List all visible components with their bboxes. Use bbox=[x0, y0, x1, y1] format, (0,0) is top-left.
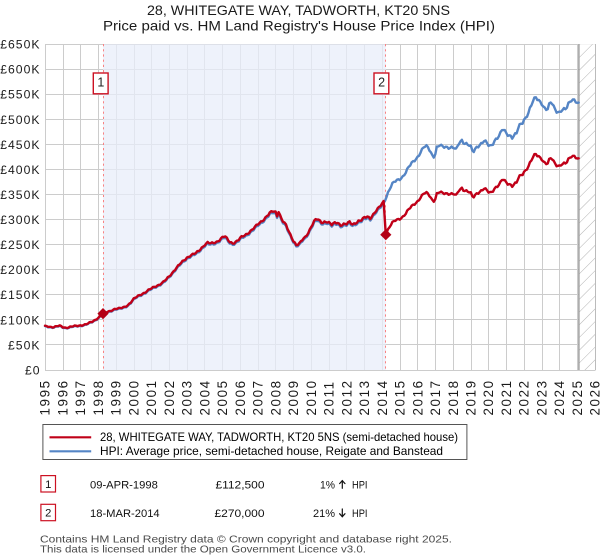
svg-text:£400K: £400K bbox=[0, 163, 40, 177]
svg-text:2005: 2005 bbox=[215, 379, 230, 415]
svg-text:£100K: £100K bbox=[0, 313, 40, 327]
svg-text:HPI: HPI bbox=[352, 480, 368, 492]
svg-text:2014: 2014 bbox=[375, 379, 390, 415]
svg-text:2008: 2008 bbox=[268, 379, 283, 415]
svg-text:1998: 1998 bbox=[91, 379, 106, 415]
svg-text:2020: 2020 bbox=[481, 379, 496, 415]
svg-text:2023: 2023 bbox=[535, 379, 550, 415]
svg-text:18-MAR-2014: 18-MAR-2014 bbox=[90, 508, 160, 520]
svg-text:£450K: £450K bbox=[0, 138, 40, 152]
svg-text:2016: 2016 bbox=[410, 379, 425, 415]
svg-text:£270,000: £270,000 bbox=[215, 508, 265, 520]
svg-text:2001: 2001 bbox=[144, 379, 159, 415]
svg-text:2011: 2011 bbox=[322, 380, 337, 415]
svg-text:£250K: £250K bbox=[0, 238, 40, 252]
svg-text:Price paid vs. HM Land Registr: Price paid vs. HM Land Registry's House … bbox=[103, 19, 495, 34]
svg-text:28, WHITEGATE WAY, TADWORTH, K: 28, WHITEGATE WAY, TADWORTH, KT20 5NS (s… bbox=[100, 430, 458, 444]
svg-text:1: 1 bbox=[45, 479, 51, 491]
svg-text:£200K: £200K bbox=[0, 263, 40, 277]
svg-text:2013: 2013 bbox=[357, 379, 372, 415]
svg-text:2: 2 bbox=[45, 508, 51, 520]
svg-text:1999: 1999 bbox=[109, 379, 124, 415]
svg-text:28, WHITEGATE WAY, TADWORTH, K: 28, WHITEGATE WAY, TADWORTH, KT20 5NS bbox=[147, 3, 450, 18]
svg-text:2002: 2002 bbox=[162, 379, 177, 415]
svg-text:1997: 1997 bbox=[73, 379, 88, 415]
svg-text:2017: 2017 bbox=[428, 379, 443, 415]
svg-text:2010: 2010 bbox=[304, 379, 319, 415]
svg-text:1995: 1995 bbox=[38, 379, 53, 415]
svg-text:2021: 2021 bbox=[499, 379, 514, 415]
svg-text:£550K: £550K bbox=[0, 88, 40, 102]
svg-text:09-APR-1998: 09-APR-1998 bbox=[90, 480, 158, 492]
svg-text:£50K: £50K bbox=[8, 338, 40, 352]
svg-text:2004: 2004 bbox=[197, 379, 212, 415]
svg-text:This data is licensed under th: This data is licensed under the Open Gov… bbox=[40, 545, 366, 556]
svg-text:HPI: Average price, semi-detac: HPI: Average price, semi-detached house,… bbox=[100, 444, 443, 458]
svg-text:2: 2 bbox=[378, 76, 385, 90]
svg-text:2026: 2026 bbox=[588, 379, 600, 415]
svg-text:2019: 2019 bbox=[464, 379, 479, 415]
svg-text:2015: 2015 bbox=[393, 379, 408, 415]
svg-text:1: 1 bbox=[97, 76, 104, 90]
svg-text:2003: 2003 bbox=[180, 379, 195, 415]
svg-text:2024: 2024 bbox=[552, 379, 567, 415]
svg-text:£500K: £500K bbox=[0, 113, 40, 127]
svg-text:£300K: £300K bbox=[0, 213, 40, 227]
svg-text:2012: 2012 bbox=[339, 379, 354, 415]
svg-text:£650K: £650K bbox=[0, 38, 40, 52]
svg-text:£112,500: £112,500 bbox=[216, 480, 265, 492]
svg-text:£600K: £600K bbox=[0, 63, 40, 77]
svg-text:2022: 2022 bbox=[517, 379, 532, 415]
svg-text:21%: 21% bbox=[313, 508, 335, 520]
svg-text:HPI: HPI bbox=[352, 508, 368, 520]
svg-text:2009: 2009 bbox=[286, 379, 301, 415]
svg-text:£350K: £350K bbox=[0, 188, 40, 202]
svg-text:2007: 2007 bbox=[251, 379, 266, 415]
svg-text:£0: £0 bbox=[25, 363, 41, 377]
svg-text:2025: 2025 bbox=[570, 379, 585, 415]
svg-text:£150K: £150K bbox=[0, 288, 40, 302]
svg-text:Contains HM Land Registry data: Contains HM Land Registry data © Crown c… bbox=[40, 535, 452, 546]
svg-text:2006: 2006 bbox=[233, 379, 248, 415]
svg-text:1%: 1% bbox=[320, 480, 335, 492]
svg-text:2018: 2018 bbox=[446, 379, 461, 415]
svg-text:1996: 1996 bbox=[55, 379, 70, 415]
svg-text:2000: 2000 bbox=[126, 379, 141, 415]
